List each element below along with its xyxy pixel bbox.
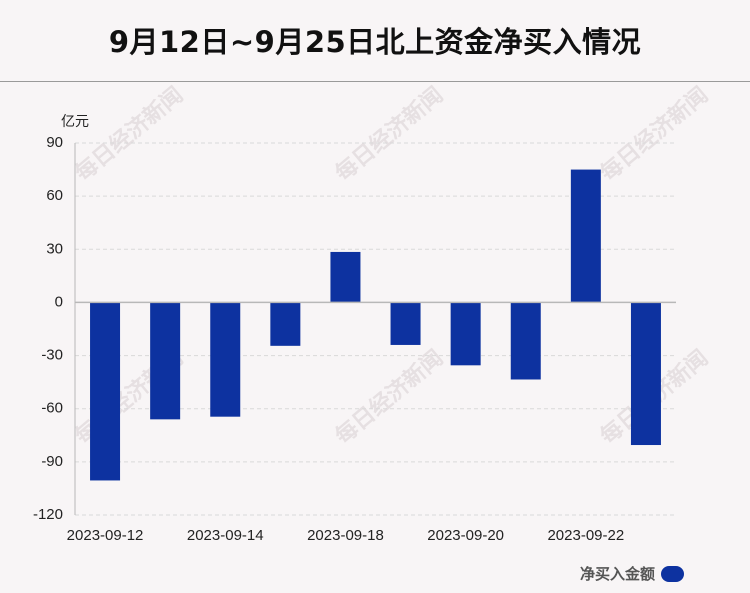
y-axis-unit-label: 亿元 [61,114,89,130]
bar-2023-09-19 [390,302,421,345]
y-tick-label: -60 [41,400,63,417]
bar-2023-09-22 [570,169,601,303]
bar-2023-09-21 [510,302,541,380]
y-tick-label: 90 [46,134,63,151]
bar-2023-09-15 [270,302,301,346]
y-tick-label: -120 [33,506,63,523]
watermark-text: 每日经济新闻 [70,82,188,187]
y-axis-ticks: -120 -90 -60 -30 0 30 60 90 [33,134,63,523]
x-axis-ticks: 2023-09-12 2023-09-14 2023-09-18 2023-09-20… [67,527,625,544]
legend: 净买入金额 [580,563,684,584]
x-tick-label: 2023-09-18 [307,527,384,544]
bar-2023-09-12 [90,302,121,481]
x-tick-label: 2023-09-14 [187,527,264,544]
chart-title: 9月12日~9月25日北上资金净买入情况 [108,25,642,59]
y-tick-label: 30 [46,240,63,257]
bar-2023-09-14 [210,302,241,417]
bar-2023-09-18 [330,251,361,303]
watermark-text: 每日经济新闻 [595,82,713,187]
x-tick-label: 2023-09-12 [67,527,144,544]
title-divider [0,81,750,82]
bar-2023-09-20 [450,302,481,366]
bar-2023-09-13 [150,302,181,420]
y-tick-label: -90 [41,453,63,470]
watermark-text: 每日经济新闻 [330,82,448,187]
y-tick-label: 0 [55,293,63,310]
x-tick-label: 2023-09-20 [427,527,504,544]
y-tick-label: 60 [46,187,63,204]
watermark-text: 每日经济新闻 [330,345,448,450]
legend-swatch [661,565,684,582]
bars [75,169,676,481]
y-tick-label: -30 [41,347,63,364]
x-tick-label: 2023-09-22 [547,527,624,544]
legend-label: 净买入金额 [579,565,655,583]
bar-2023-09-25 [630,302,661,446]
